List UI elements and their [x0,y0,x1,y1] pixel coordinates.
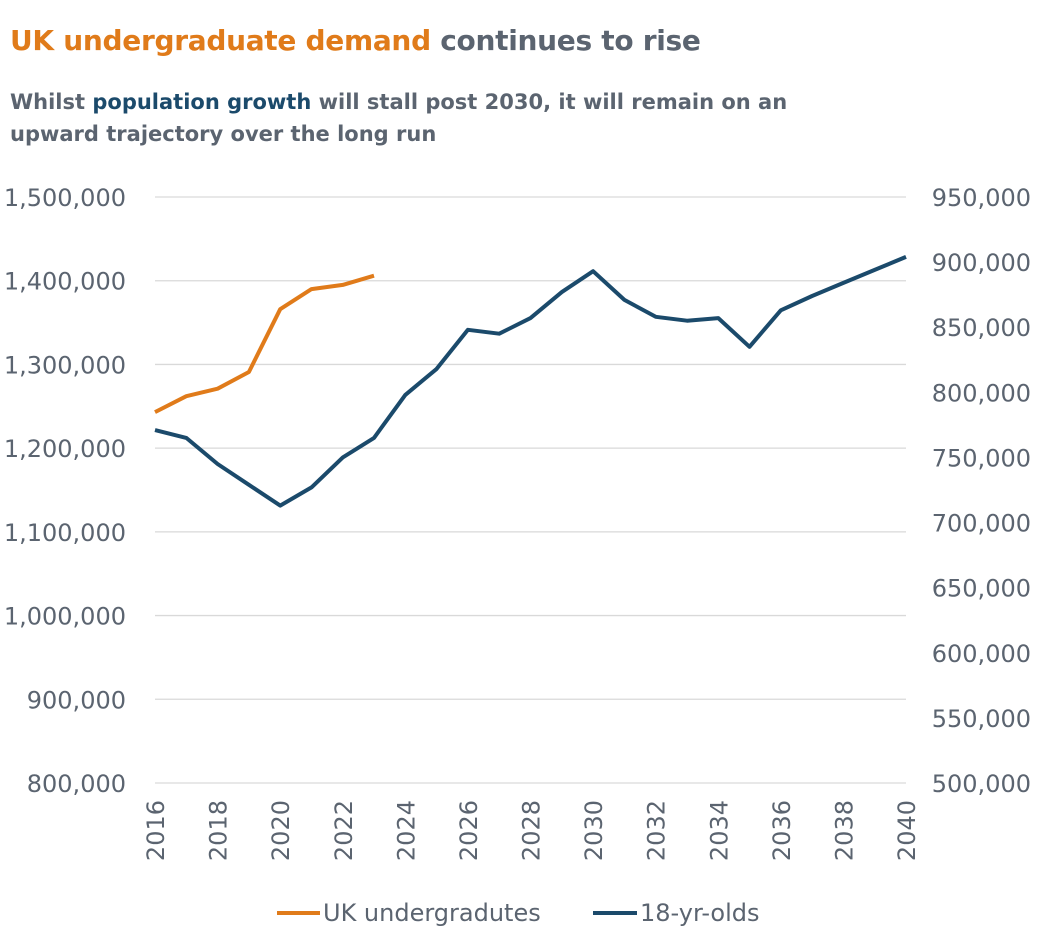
right-y-axis: 500,000 550,000 600,000 650,000 700,000 750,0… [932,184,1031,798]
subtitle-post: will stall post 2030, it will remain on … [10,90,788,146]
x-tick-label: 2022 [330,800,358,861]
right-tick-label: 950,000 [932,184,1031,212]
x-tick-label: 2016 [142,800,170,861]
right-tick-label: 650,000 [932,575,1031,603]
x-tick-label: 2030 [580,800,608,861]
x-tick-label: 2040 [893,800,921,861]
right-tick-label: 550,000 [932,705,1031,733]
series-line-uk-undergraduates [154,273,375,414]
left-tick-label: 1,200,000 [4,435,126,463]
x-tick-label: 2036 [768,800,796,861]
x-tick-label: 2026 [455,800,483,861]
x-axis: 2016 2018 2020 2022 2024 2026 2028 2030 2032 2034… [142,800,921,861]
series-line-18-yr-olds [154,255,907,508]
left-tick-label: 1,100,000 [4,519,126,547]
gridlines [155,196,906,784]
right-tick-label: 800,000 [932,379,1031,407]
legend: UK undergradutes 18-yr-olds [277,899,760,927]
title-rest: continues to rise [430,24,701,57]
left-tick-label: 1,000,000 [4,603,126,631]
x-tick-label: 2024 [392,800,420,861]
title-highlight: UK undergraduate demand [10,24,431,57]
x-tick-label: 2038 [830,800,858,861]
right-tick-label: 900,000 [932,249,1031,277]
subtitle-pre: Whilst [10,90,93,114]
chart-title: UK undergraduate demand continues to ris… [10,24,701,57]
left-tick-label: 1,500,000 [4,184,126,212]
chart-subtitle: Whilst population growth will stall post… [10,86,790,150]
legend-label: UK undergradutes [323,899,541,927]
left-tick-label: 800,000 [27,770,126,798]
left-tick-label: 1,400,000 [4,268,126,296]
x-tick-label: 2032 [643,800,671,861]
x-tick-label: 2020 [267,800,295,861]
left-y-axis: 800,000 900,000 1,000,000 1,100,000 1,200,00… [4,184,126,798]
left-tick-label: 1,300,000 [4,351,126,379]
subtitle-highlight: population growth [92,90,312,114]
series-lines [154,255,907,508]
right-tick-label: 750,000 [932,444,1031,472]
right-tick-label: 700,000 [932,510,1031,538]
x-tick-label: 2018 [205,800,233,861]
left-tick-label: 900,000 [27,686,126,714]
x-tick-label: 2034 [705,800,733,861]
legend-label: 18-yr-olds [640,899,760,927]
x-tick-label: 2028 [518,800,546,861]
right-tick-label: 500,000 [932,770,1031,798]
right-tick-label: 600,000 [932,640,1031,668]
right-tick-label: 850,000 [932,314,1031,342]
